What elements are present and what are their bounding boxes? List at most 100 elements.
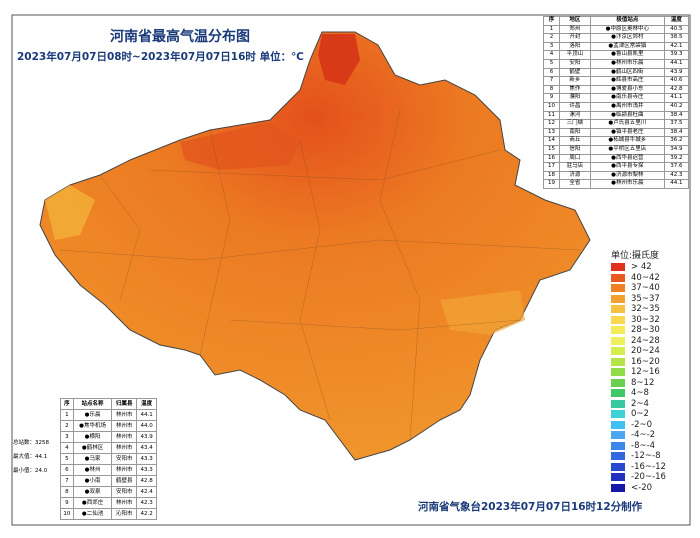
cell: 林州市 — [111, 431, 138, 443]
legend-label: 2~4 — [631, 398, 649, 409]
legend-swatch — [611, 305, 625, 314]
cell: 16 — [543, 153, 560, 164]
cell: 44.1 — [663, 179, 690, 189]
cell: ●林州市乐晨 — [589, 58, 665, 69]
frame — [11, 14, 691, 526]
legend-item: 32~35 — [611, 304, 666, 315]
legend-label: 35~37 — [631, 293, 660, 304]
cell: 40.2 — [663, 101, 690, 112]
table-row: 19 全省 ●林州市乐晨 44.1 — [543, 179, 690, 189]
cell: 7 — [543, 76, 560, 86]
cell: 10 — [60, 508, 74, 520]
cell: ●南乐县寺庄 — [589, 93, 665, 103]
legend-label: 20~24 — [631, 346, 660, 357]
table-row: 8 ●双泉 安阳市 42.4 — [60, 486, 157, 498]
legend-label: 0~2 — [631, 409, 649, 420]
cell: 8 — [543, 84, 560, 95]
table-row: 1 郑州 ●中原区奥林中心 40.5 — [543, 24, 690, 35]
cell: 15 — [543, 144, 560, 155]
subtitle: 2023年07月07日08时~2023年07月07日16时 单位：℃ — [17, 51, 304, 63]
table-row: 12 三门峡 ●卢氏县五里川 37.5 — [543, 119, 690, 129]
cell: 安阳 — [558, 58, 591, 69]
cell: 19 — [543, 179, 560, 189]
header-cell: 序 — [543, 16, 560, 26]
cell: 38.4 — [663, 110, 690, 121]
legend-label: 28~30 — [631, 325, 660, 336]
region-table: 序地区 极值站点 温度 1 郑州 ●中原区奥林中心 40.5 2 开封 ●汴京区郊村 38.5 3 洛阳… — [543, 16, 690, 189]
cell: 44.1 — [663, 58, 690, 69]
table-row: 15 信阳 ●平桥区五里店 34.9 — [543, 144, 690, 155]
legend-item: -20~-16 — [611, 472, 666, 483]
legend-label: 4~8 — [631, 388, 649, 399]
legend-swatch — [611, 462, 625, 471]
cell: ●林州 — [72, 464, 113, 476]
legend-swatch — [611, 473, 625, 482]
header-cell: 地区 — [558, 16, 591, 26]
legend-label: 32~35 — [631, 304, 660, 315]
cell: ●平桥区五里店 — [589, 144, 665, 155]
legend-item: 20~24 — [611, 346, 666, 357]
legend-swatch — [611, 368, 625, 377]
cell: 42.8 — [136, 475, 157, 487]
cell: 林州市 — [111, 442, 138, 454]
cell: ●汴京区郊村 — [589, 33, 665, 43]
cell: 44.1 — [136, 409, 157, 421]
legend-label: 8~12 — [631, 377, 655, 388]
cell: 济源 — [558, 170, 591, 181]
legend-label: 30~32 — [631, 314, 660, 325]
cell: 7 — [60, 475, 74, 487]
cell: ●乐晨 — [72, 409, 113, 421]
cell: 周口 — [558, 153, 591, 164]
cell: 41.1 — [663, 93, 690, 103]
legend-item: 37~40 — [611, 283, 666, 294]
table-row: 10 许昌 ●禹州市浅井 40.2 — [543, 101, 690, 112]
cell: 南阳 — [558, 127, 591, 138]
legend-label: 16~20 — [631, 356, 660, 367]
cell: ●西郊庄 — [72, 497, 113, 509]
table-row: 5 ●马家 安阳市 43.3 — [60, 453, 157, 465]
table-row: 6 鹤壁 ●鹤山区四街 43.9 — [543, 67, 690, 78]
cell: ●二仙池 — [72, 508, 113, 520]
cell: 4 — [543, 50, 560, 60]
header-cell: 极值站点 — [589, 16, 665, 26]
legend-item: 2~4 — [611, 399, 666, 410]
cell: 39.2 — [663, 153, 690, 164]
cell: 38.5 — [663, 33, 690, 43]
header-cell: 序 — [60, 398, 74, 410]
cell: 濮阳 — [558, 93, 591, 103]
legend-label: -8~-4 — [631, 440, 656, 451]
cell: 14 — [543, 136, 560, 146]
cell: 18 — [543, 170, 560, 181]
legend: > 42 40~42 37~40 35~37 32~35 30~32 28~30 24~28 2… — [611, 262, 666, 493]
legend-label: 12~16 — [631, 367, 660, 378]
cell: 鹤壁 — [558, 67, 591, 78]
cell: 37.5 — [663, 119, 690, 129]
legend-item: 4~8 — [611, 388, 666, 399]
station-table: 序站点名称 归属县 温度 1 ●乐晨 林州市 44.1 2 ●焦华机场 林州市 44.0 3 ●横阳 林州… — [60, 398, 157, 520]
cell: 林州市 — [111, 464, 138, 476]
legend-swatch — [611, 483, 625, 492]
cell: 鹤壁县 — [111, 475, 138, 487]
legend-swatch — [611, 273, 625, 282]
legend-swatch — [611, 452, 625, 461]
cell: 新乡 — [558, 76, 591, 86]
cell: ●临颍县杜曲 — [589, 110, 665, 121]
table-row: 9 ●西郊庄 林州市 42.3 — [60, 497, 157, 509]
cell: 4 — [60, 442, 74, 454]
table-row: 3 ●横阳 林州市 43.9 — [60, 431, 157, 443]
legend-swatch — [611, 357, 625, 366]
table-row: 7 ●小南 鹤壁县 42.8 — [60, 475, 157, 487]
legend-swatch — [611, 399, 625, 408]
cell: 商丘 — [558, 136, 591, 146]
cell: 42.4 — [136, 486, 157, 498]
legend-label: 37~40 — [631, 283, 660, 294]
legend-label: -2~0 — [631, 419, 653, 430]
table-row: 7 新乡 ●辉县市高庄 40.6 — [543, 76, 690, 86]
stat: 总站数：3258 — [13, 440, 49, 446]
cell: 43.3 — [136, 453, 157, 465]
cell: 5 — [543, 58, 560, 69]
cell: 林州市 — [111, 497, 138, 509]
legend-item: -16~-12 — [611, 462, 666, 473]
cell: 43.3 — [136, 464, 157, 476]
